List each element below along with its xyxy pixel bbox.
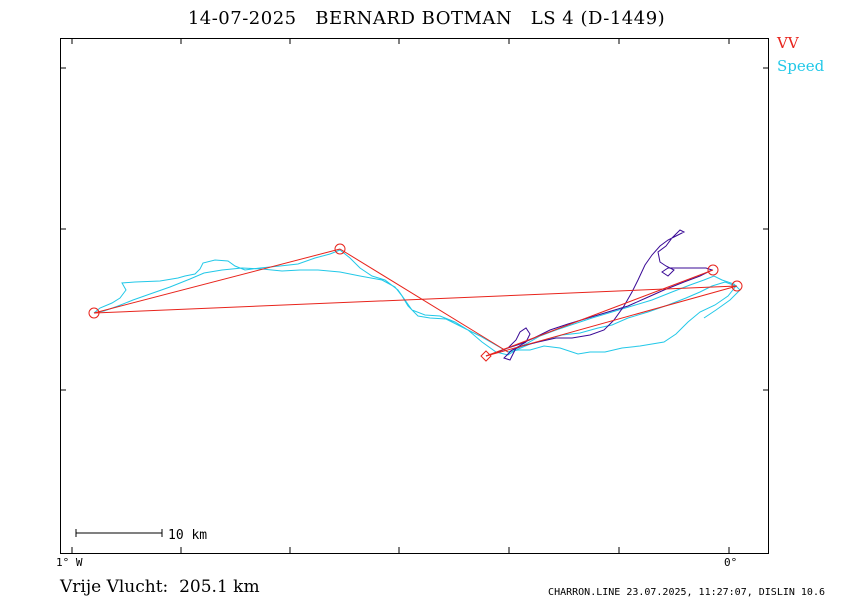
scale-bar-label: 10 km bbox=[168, 528, 207, 543]
axis-label-west: 1° W bbox=[56, 556, 83, 569]
waypoint-marker bbox=[731, 280, 743, 292]
waypoints bbox=[88, 243, 743, 362]
waypoint-marker bbox=[707, 264, 719, 276]
flight-track-climb bbox=[485, 229, 714, 361]
distance-label: Vrije Vlucht: bbox=[60, 577, 169, 597]
flight-track-speed bbox=[93, 249, 737, 356]
page-title: 14-07-2025 BERNARD BOTMAN LS 4 (D-1449) bbox=[187, 8, 666, 29]
waypoint-marker bbox=[334, 243, 346, 255]
map-frame bbox=[60, 38, 769, 554]
footer-info: CHARRON.LINE 23.07.2025, 11:27:07, DISLI… bbox=[548, 587, 825, 598]
axis-ticks bbox=[60, 38, 769, 554]
start-marker bbox=[480, 350, 492, 362]
axis-label-zero: 0° bbox=[724, 556, 738, 569]
waypoint-marker bbox=[88, 307, 100, 319]
legend-speed: Speed bbox=[777, 57, 825, 75]
distance-summary: Vrije Vlucht: 205.1 km bbox=[60, 577, 260, 597]
distance-value: 205.1 km bbox=[179, 577, 260, 597]
task-lines bbox=[93, 248, 738, 357]
scale-bar bbox=[75, 529, 163, 537]
legend-vv: VV bbox=[777, 34, 799, 52]
